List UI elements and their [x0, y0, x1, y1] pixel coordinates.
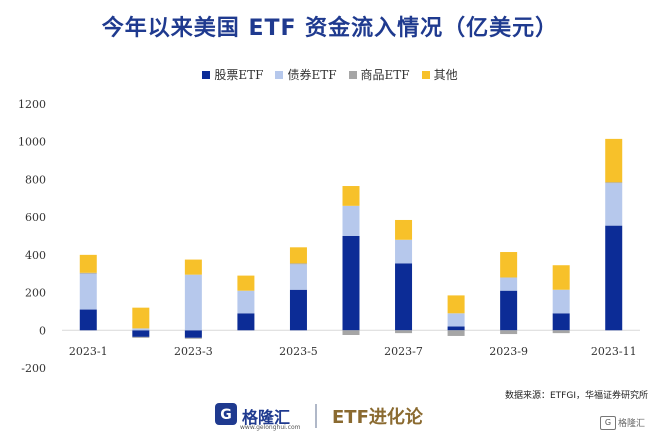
- bar-segment: [552, 330, 570, 334]
- y-tick-label: 800: [25, 173, 46, 186]
- legend-label: 商品ETF: [360, 68, 410, 82]
- bar-segment: [605, 138, 623, 183]
- bar-segment: [237, 290, 255, 314]
- bar-segment: [289, 247, 307, 264]
- bar-segment: [342, 205, 360, 236]
- legend-label: 股票ETF: [214, 68, 264, 82]
- bar-segment: [184, 330, 202, 338]
- bar-segment: [500, 330, 518, 335]
- logo-url: www.gelonghui.com: [240, 424, 301, 431]
- x-tick-label: 2023-3: [174, 345, 213, 358]
- y-tick-label: -200: [21, 362, 46, 375]
- bar-segment: [447, 326, 465, 331]
- source-note: 数据来源：ETFGI，华福证券研究所: [505, 391, 648, 401]
- x-tick-label: 2023-7: [384, 345, 423, 358]
- bar-segment: [184, 337, 202, 339]
- bar-segment: [132, 307, 150, 329]
- bar-segment: [79, 272, 97, 274]
- bar-segment: [395, 219, 413, 240]
- bar-segment: [447, 330, 465, 336]
- bar-segment: [500, 252, 518, 278]
- bar-segment: [79, 254, 97, 273]
- y-tick-label: 600: [25, 211, 46, 224]
- legend-label: 其他: [433, 68, 458, 82]
- bar-segment: [237, 275, 255, 291]
- bar-segment: [500, 290, 518, 331]
- gelonghui-logo-icon: G: [215, 403, 237, 425]
- chart-title: 今年以来美国 ETF 资金流入情况（亿美元）: [101, 16, 559, 41]
- bar-segment: [289, 264, 307, 290]
- watermark-icon: G: [600, 416, 616, 430]
- x-tick-label: 2023-1: [69, 345, 108, 358]
- bar-segment: [342, 186, 360, 206]
- bar-segment: [605, 183, 623, 226]
- brand-title: ETF进化论: [332, 407, 423, 428]
- legend-item: 商品ETF: [348, 66, 410, 83]
- bar-segment: [79, 309, 97, 331]
- bar-segment: [184, 259, 202, 275]
- bar-segment: [552, 289, 570, 314]
- bar-segment: [395, 330, 413, 334]
- watermark-text: 格隆汇: [618, 419, 646, 429]
- bar-segment: [552, 313, 570, 331]
- footer-divider: [315, 404, 317, 428]
- y-tick-label: 1000: [18, 136, 46, 149]
- legend-item: 债券ETF: [275, 66, 337, 83]
- legend-swatch: [348, 71, 357, 79]
- svg-text:G: G: [220, 407, 232, 423]
- bar-segment: [289, 263, 307, 265]
- x-tick-label: 2023-5: [279, 345, 318, 358]
- bar-segment: [447, 313, 465, 327]
- legend-item: 其他: [421, 66, 458, 83]
- legend-label: 债券ETF: [287, 68, 337, 82]
- bar-segment: [447, 295, 465, 314]
- legend-swatch: [275, 71, 284, 79]
- y-tick-label: 400: [25, 249, 46, 262]
- bar-segment: [342, 330, 360, 335]
- y-tick-label: 0: [39, 324, 46, 337]
- bar-segment: [184, 274, 202, 331]
- bar-segment: [237, 313, 255, 331]
- bar-segment: [395, 239, 413, 264]
- bar-segment: [605, 225, 623, 331]
- bar-segment: [342, 236, 360, 331]
- x-tick-label: 2023-11: [591, 345, 637, 358]
- bar-segment: [289, 289, 307, 331]
- bar-segment: [395, 263, 413, 331]
- y-tick-label: 200: [25, 287, 46, 300]
- legend: 股票ETF 债券ETF 商品ETF 其他: [0, 66, 660, 83]
- bar-segment: [552, 265, 570, 290]
- bar-segment: [132, 336, 150, 338]
- bar-segment: [79, 273, 97, 310]
- logo-text: 格隆汇: [242, 408, 291, 427]
- bar-segment: [605, 182, 623, 184]
- legend-item: 股票ETF: [202, 66, 263, 83]
- bar-segment: [500, 277, 518, 291]
- footer: G 格隆汇 www.gelonghui.com ETF进化论: [0, 398, 660, 433]
- y-tick-label: 1200: [18, 98, 46, 111]
- legend-swatch: [421, 71, 430, 79]
- x-tick-label: 2023-9: [489, 345, 528, 358]
- bar-segment: [132, 328, 150, 331]
- bar-segment: [132, 330, 150, 337]
- legend-swatch: [202, 71, 211, 79]
